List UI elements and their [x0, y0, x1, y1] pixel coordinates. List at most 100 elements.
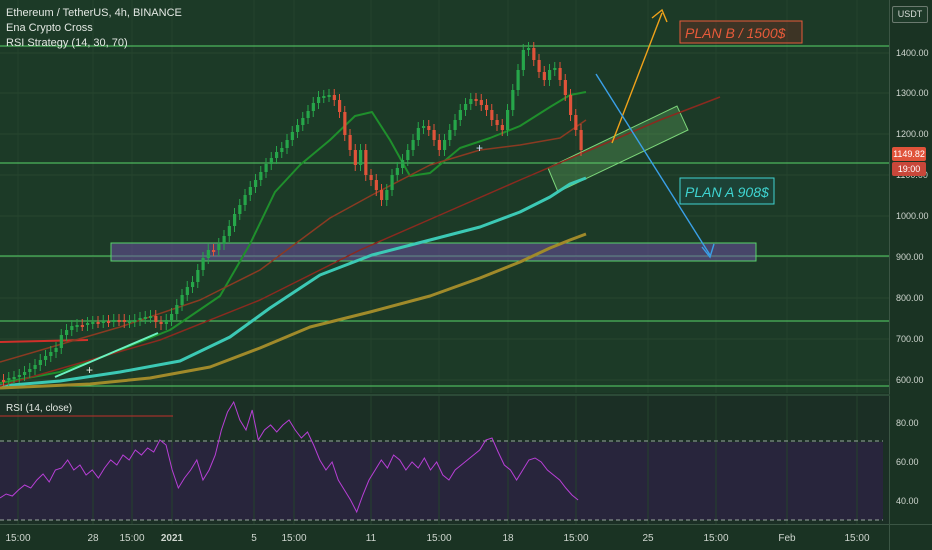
- candle-body: [96, 322, 100, 324]
- candle-body: [348, 135, 352, 150]
- candle-body: [243, 195, 247, 205]
- cyan-trendline: [54, 332, 159, 378]
- candle-body: [285, 140, 289, 148]
- plan-b-box: [679, 20, 803, 44]
- candle-body: [91, 322, 95, 324]
- candle-body: [122, 320, 126, 322]
- candle-body: [196, 270, 200, 282]
- symbol-title[interactable]: Ethereum / TetherUS, 4h, BINANCE: [6, 7, 182, 19]
- candle-body: [59, 335, 63, 348]
- candle-body: [17, 375, 21, 377]
- candle-body: [574, 115, 578, 130]
- candle-body: [33, 365, 37, 369]
- candle-body: [159, 322, 163, 324]
- candle-body: [364, 150, 368, 175]
- currency-selector[interactable]: USDT: [892, 6, 928, 23]
- candle-body: [7, 378, 11, 380]
- time-tick-label: 15:00: [563, 533, 588, 544]
- plan-b-arrowhead: [651, 8, 668, 23]
- candle-body: [86, 323, 90, 325]
- candle-body: [548, 70, 552, 80]
- candle-body: [569, 95, 573, 115]
- candle-body: [306, 111, 310, 118]
- demand-zone: [110, 242, 757, 262]
- candle-body: [222, 236, 226, 244]
- candle-body: [322, 96, 326, 98]
- plan-a-box: [679, 177, 775, 205]
- price-tick-label: 800.00: [896, 293, 924, 303]
- ema-fast: [0, 91, 587, 384]
- candle-body: [154, 316, 158, 322]
- candle-body: [133, 320, 137, 322]
- candle-body: [28, 369, 32, 372]
- candle-body: [338, 100, 342, 112]
- ema-teal: [0, 176, 587, 388]
- rsi-panel-title[interactable]: RSI (14, close): [6, 403, 73, 414]
- candle-body: [23, 372, 27, 375]
- candle-body: [185, 287, 189, 295]
- target-channel: [547, 105, 689, 193]
- rsi-tick-label: 40.00: [896, 496, 919, 506]
- candle-body: [70, 326, 74, 330]
- candle-body: [532, 48, 536, 60]
- plan-a-label: PLAN A 908$: [685, 184, 769, 200]
- time-tick-label: 15:00: [703, 533, 728, 544]
- candle-body: [553, 68, 557, 70]
- candle-body: [443, 140, 447, 150]
- plan-b-label: PLAN B / 1500$: [685, 25, 786, 41]
- candle-body: [527, 48, 531, 50]
- candle-body: [170, 314, 174, 320]
- horizontal-levels: [0, 45, 889, 521]
- time-tick-label: 5: [251, 533, 257, 544]
- time-tick-label: 25: [642, 533, 654, 544]
- price-tick-label: 1000.00: [896, 211, 929, 221]
- zones: [110, 105, 757, 262]
- time-tick-label: 15:00: [281, 533, 306, 544]
- crosshair-marker: +: [476, 141, 483, 155]
- rsi-series: [0, 400, 579, 514]
- rsi-tick-label: 60.00: [896, 457, 919, 467]
- time-tick-label: 18: [502, 533, 514, 544]
- plan-b-arrow: [611, 12, 663, 144]
- candle-body: [406, 150, 410, 160]
- candle-body: [432, 130, 436, 140]
- candle-body: [511, 90, 515, 110]
- candle-body: [479, 100, 483, 105]
- candle-body: [180, 295, 184, 305]
- candle-body: [75, 325, 79, 327]
- candle-body: [485, 105, 489, 110]
- indicator-rsi-strategy[interactable]: RSI Strategy (14, 30, 70): [6, 37, 128, 49]
- candle-body: [464, 104, 468, 110]
- time-tick-label: 15:00: [426, 533, 451, 544]
- candle-body: [65, 330, 69, 335]
- candle-body: [474, 99, 478, 101]
- candle-body: [54, 348, 58, 352]
- candle-body: [448, 130, 452, 140]
- candle-body: [516, 70, 520, 90]
- rsi-axis-ticks: 80.00 60.00 40.00: [896, 418, 919, 506]
- candle-body: [269, 158, 273, 164]
- candle-body: [327, 95, 331, 97]
- candle-body: [380, 190, 384, 200]
- ema-red: [0, 119, 587, 363]
- indicator-ena-crypto-cross[interactable]: Ena Crypto Cross: [6, 22, 93, 34]
- candle-body: [49, 352, 53, 356]
- candle-body: [44, 356, 48, 360]
- candle-body: [458, 110, 462, 120]
- candle-body: [579, 130, 583, 150]
- plan-a-arrow: [595, 73, 711, 256]
- candle-body: [311, 103, 315, 111]
- candle-body: [427, 126, 431, 130]
- candle-body: [227, 226, 231, 236]
- candle-body: [107, 321, 111, 323]
- time-tick-label: Feb: [778, 533, 796, 544]
- candle-body: [212, 250, 216, 252]
- candle-body: [117, 320, 121, 322]
- candle-body: [149, 316, 153, 318]
- time-tick-label: 15:00: [5, 533, 30, 544]
- price-tick-label: 1300.00: [896, 88, 929, 98]
- candle-body: [385, 190, 389, 200]
- candle-body: [317, 97, 321, 103]
